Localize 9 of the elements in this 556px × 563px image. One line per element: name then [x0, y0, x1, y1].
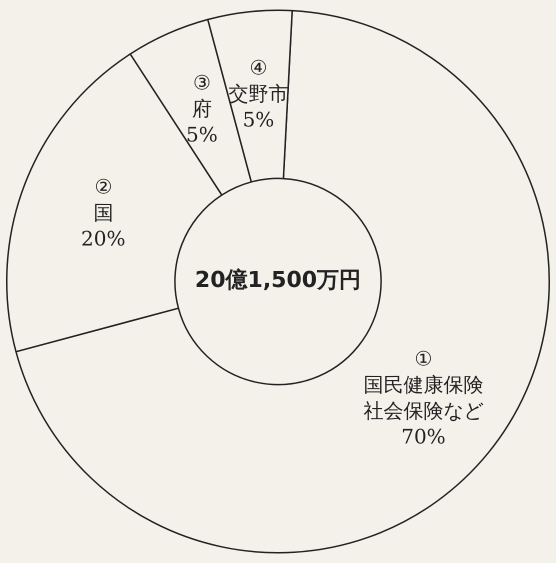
slice-label: ④ 交野市 — [228, 56, 288, 106]
slice-label: ② 国 — [93, 174, 114, 225]
data-label: 70% — [401, 424, 446, 448]
data-label: 5% — [186, 122, 218, 147]
slice-label: ① 国民健康保険社会保険など — [363, 346, 484, 422]
text: 20億1,500万円 — [194, 268, 362, 294]
data-label: 20% — [81, 226, 126, 251]
slice-label: ③ 府 — [192, 70, 212, 121]
data-label: 5% — [242, 108, 274, 132]
